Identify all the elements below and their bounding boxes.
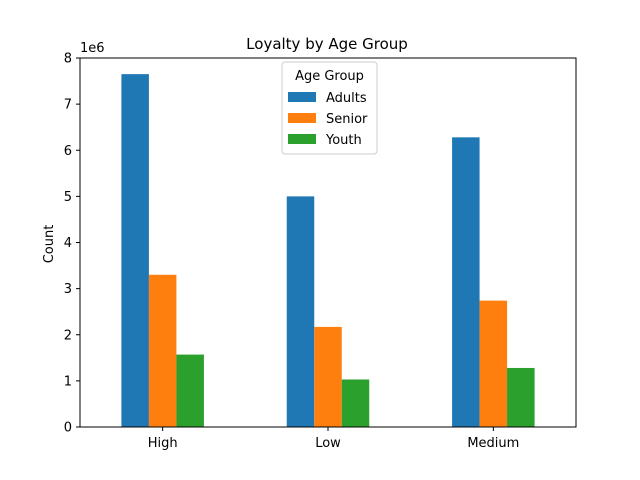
y-scale-label: 1e6 <box>80 41 105 56</box>
bar-youth-medium <box>507 367 535 427</box>
bar-senior-high <box>148 274 177 427</box>
legend-label-senior: Senior <box>326 112 368 127</box>
y-tick-label: 7 <box>64 98 72 113</box>
bar-adults-medium <box>452 137 480 427</box>
legend-box <box>281 61 378 155</box>
x-tick-label: Low <box>315 436 341 451</box>
y-tick-label: 3 <box>64 282 72 297</box>
y-tick-label: 5 <box>64 190 72 205</box>
axes-group: 0 1 2 3 4 5 6 7 8 High Low Medium <box>64 52 577 451</box>
x-tick-label: High <box>148 436 178 451</box>
legend-label-youth: Youth <box>325 133 362 148</box>
bar-youth-high <box>176 354 204 427</box>
legend-swatch-adults <box>288 92 316 102</box>
bar-adults-high <box>121 74 149 427</box>
legend-swatch-senior <box>288 113 316 123</box>
bar-senior-low <box>314 326 342 427</box>
chart-title: Loyalty by Age Group <box>246 35 408 53</box>
x-tick-label: Medium <box>467 436 519 451</box>
legend-title: Age Group <box>295 69 364 84</box>
bar-youth-low <box>341 379 370 427</box>
y-axis-label: Count <box>42 225 57 264</box>
y-tick-label: 8 <box>64 52 72 67</box>
y-tick-label: 0 <box>64 421 72 436</box>
bars-group <box>121 74 535 428</box>
y-tick-label: 4 <box>64 236 72 251</box>
bar-adults-low <box>286 196 315 428</box>
legend: Age Group Adults Senior Youth <box>281 61 378 155</box>
legend-swatch-youth <box>288 134 316 144</box>
y-tick-label: 2 <box>64 328 72 343</box>
y-tick-label: 1 <box>64 374 72 389</box>
y-tick-label: 6 <box>64 144 72 159</box>
legend-label-adults: Adults <box>326 91 367 106</box>
bar-senior-medium <box>479 300 508 427</box>
